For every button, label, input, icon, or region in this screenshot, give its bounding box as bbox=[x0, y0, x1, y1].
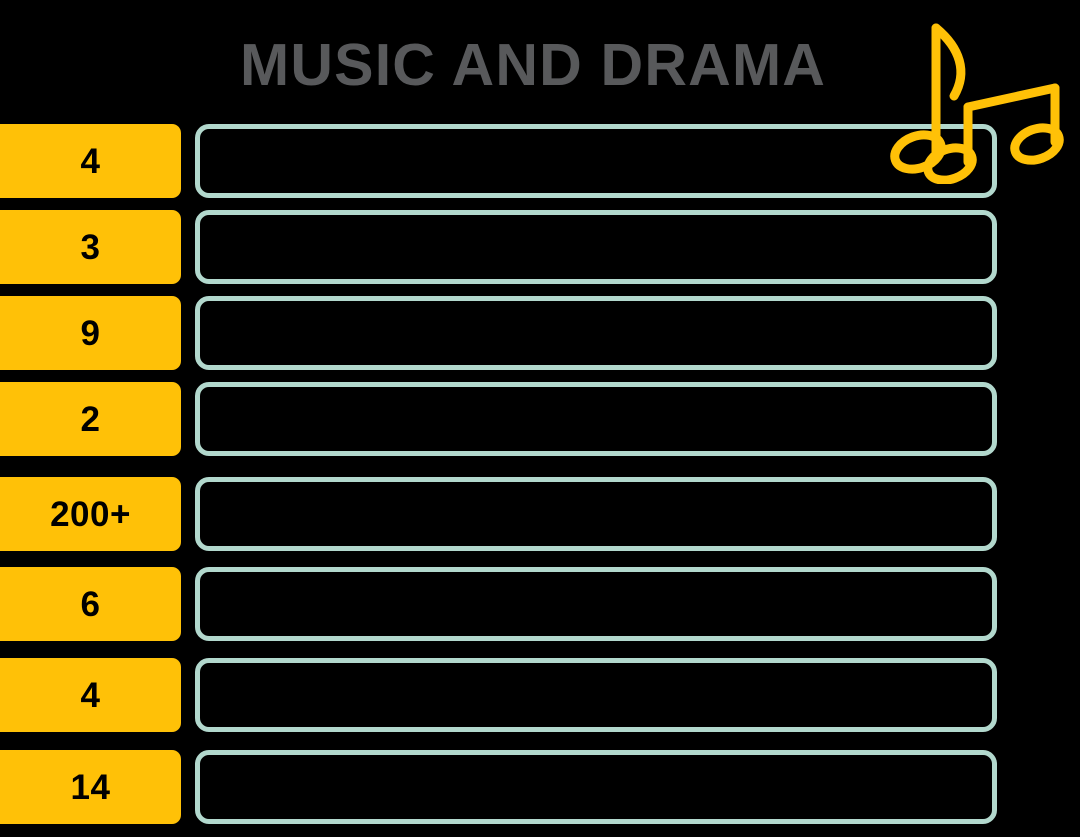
row-value: 4 bbox=[80, 675, 101, 715]
row-content-panel[interactable] bbox=[195, 658, 997, 732]
row-value-badge: 200+ bbox=[0, 477, 181, 551]
row-value-badge: 14 bbox=[0, 750, 181, 824]
row-content-panel[interactable] bbox=[195, 477, 997, 551]
header: MUSIC AND DRAMA bbox=[0, 0, 1080, 118]
row-value: 6 bbox=[80, 584, 101, 624]
row-content-panel[interactable] bbox=[195, 567, 997, 641]
table-row[interactable]: 2 bbox=[0, 382, 1080, 456]
row-value-badge: 4 bbox=[0, 124, 181, 198]
row-content-panel[interactable] bbox=[195, 296, 997, 370]
page-title: MUSIC AND DRAMA bbox=[240, 32, 827, 98]
table-row[interactable]: 3 bbox=[0, 210, 1080, 284]
table-row[interactable]: 4 bbox=[0, 658, 1080, 732]
row-value-badge: 4 bbox=[0, 658, 181, 732]
table-row[interactable]: 4 bbox=[0, 124, 1080, 198]
table-row[interactable]: 6 bbox=[0, 567, 1080, 641]
row-value-badge: 6 bbox=[0, 567, 181, 641]
table-row[interactable]: 14 bbox=[0, 750, 1080, 824]
row-value: 9 bbox=[80, 313, 101, 353]
row-content-panel[interactable] bbox=[195, 750, 997, 824]
row-content-panel[interactable] bbox=[195, 210, 997, 284]
row-value-badge: 9 bbox=[0, 296, 181, 370]
table-row[interactable]: 200+ bbox=[0, 477, 1080, 551]
row-value: 4 bbox=[80, 141, 101, 181]
row-content-panel[interactable] bbox=[195, 124, 997, 198]
table-row[interactable]: 9 bbox=[0, 296, 1080, 370]
row-value: 3 bbox=[80, 227, 101, 267]
row-value-badge: 2 bbox=[0, 382, 181, 456]
row-content-panel[interactable] bbox=[195, 382, 997, 456]
row-value: 14 bbox=[70, 767, 111, 807]
row-value-badge: 3 bbox=[0, 210, 181, 284]
row-value: 2 bbox=[80, 399, 101, 439]
row-value: 200+ bbox=[50, 494, 131, 534]
